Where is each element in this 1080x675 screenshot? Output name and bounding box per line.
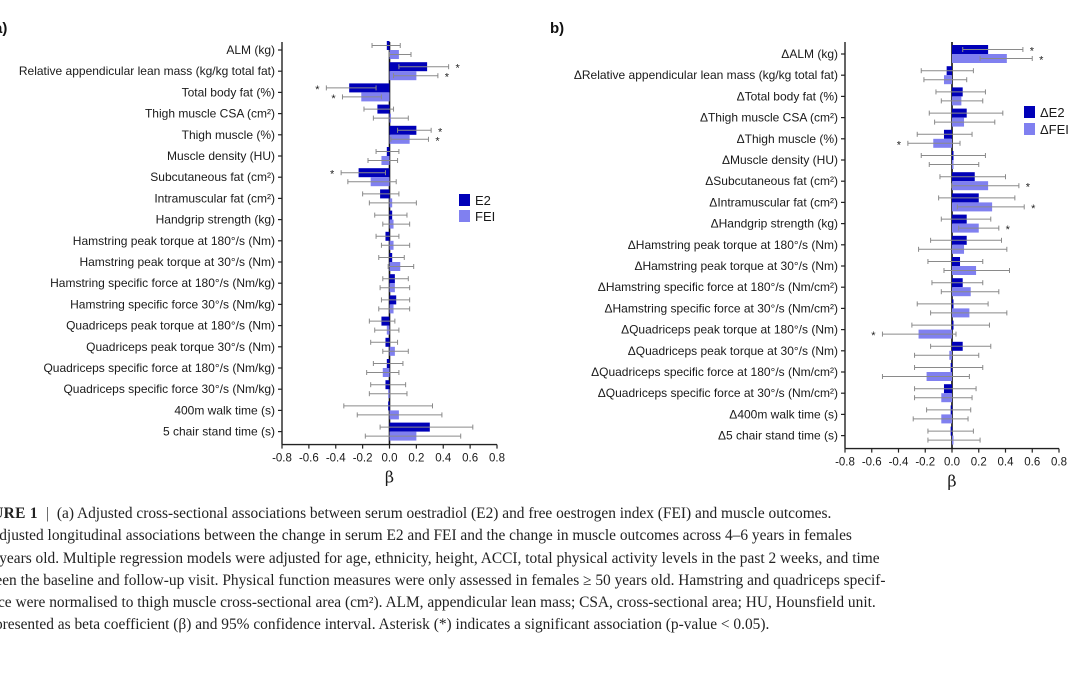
category-label: Relative appendicular lean mass (kg/kg t… — [19, 64, 275, 78]
caption-line-2: ) Adjusted longitudinal associations bet… — [0, 527, 852, 545]
category-label: ΔHamstring specific force at 30°/s (Nm/c… — [604, 301, 838, 315]
x-tick-label: -0.6 — [299, 453, 319, 465]
caption-text-1: (a) Adjusted cross-sectional association… — [56, 505, 832, 522]
category-label: Thigh muscle (%) — [182, 128, 275, 142]
category-label: ΔQuadriceps peak torque at 30°/s (Nm) — [628, 344, 838, 358]
significance-asterisk: * — [1006, 224, 1011, 236]
category-label: ALM (kg) — [226, 43, 275, 57]
category-label: Quadriceps peak torque 30°/s (Nm) — [86, 340, 275, 354]
bar-fei — [952, 54, 1007, 63]
significance-asterisk: * — [331, 93, 336, 105]
category-label: ΔHamstring peak torque at 180°/s (Nm) — [628, 238, 838, 252]
x-tick-label: 0.6 — [462, 453, 478, 465]
category-label: Δ400m walk time (s) — [729, 407, 838, 421]
x-tick-label: 0.8 — [489, 453, 505, 465]
category-label: Thigh muscle CSA (cm²) — [145, 107, 275, 121]
significance-asterisk: * — [330, 169, 335, 181]
x-axis-title: β — [947, 472, 956, 491]
x-tick-label: -0.2 — [353, 453, 373, 465]
x-tick-label: -0.8 — [272, 453, 292, 465]
caption-separator: | — [45, 505, 49, 522]
x-tick-label: 0.4 — [435, 453, 452, 465]
category-label: Hamstring peak torque at 30°/s (Nm) — [79, 255, 275, 269]
category-label: Subcutaneous fat (cm²) — [150, 170, 275, 184]
category-label: 5 chair stand time (s) — [163, 425, 275, 439]
significance-asterisk: * — [455, 63, 460, 75]
category-label: Δ5 chair stand time (s) — [718, 429, 838, 443]
category-label: ΔALM (kg) — [781, 47, 838, 61]
panel-letter: b) — [550, 20, 564, 37]
significance-asterisk: * — [445, 72, 450, 84]
caption-line-5: force were normalised to thigh muscle cr… — [0, 594, 876, 612]
figure-caption: GURE 1 | (a) Adjusted cross-sectional asso… — [0, 503, 1080, 637]
category-label: ΔHamstring specific force at 180°/s (Nm/… — [598, 280, 838, 294]
x-tick-label: 0.2 — [971, 457, 987, 469]
category-label: Hamstring peak torque at 180°/s (Nm) — [73, 234, 275, 248]
category-label: ΔTotal body fat (%) — [737, 89, 838, 103]
category-label: ΔQuadriceps specific force at 180°/s (Nm… — [591, 365, 838, 379]
x-tick-label: 0.0 — [382, 453, 398, 465]
category-label: ΔIntramuscular fat (cm²) — [709, 195, 838, 209]
panel-b: b) -0.8 -0.6 -0.4 -0.2 0.0 0.2 0.4 0.6 0.8 β ΔALM (… — [550, 20, 1069, 491]
category-label: Quadriceps specific force 30°/s (Nm/kg) — [63, 382, 275, 396]
x-tick-label: 0.2 — [408, 453, 424, 465]
category-label: ΔHandgrip strength (kg) — [711, 217, 838, 231]
category-label: 400m walk time (s) — [174, 403, 275, 417]
legend-swatch-e2 — [1024, 106, 1035, 118]
x-tick-label: -0.6 — [862, 457, 882, 469]
x-tick-label: -0.4 — [326, 453, 346, 465]
legend-label-fei: FEI — [475, 209, 495, 224]
x-tick-label: 0.4 — [998, 457, 1015, 469]
x-axis-title: β — [385, 468, 394, 487]
caption-line-6: ta presented as beta coefficient (β) and… — [0, 616, 770, 634]
legend-label-e2: ΔE2 — [1040, 105, 1065, 120]
figure-1-forest-plots: a) -0.8 -0.6 -0.4 -0.2 0.0 0.2 0.4 0.6 0.8 β ALM (k… — [0, 20, 1069, 491]
x-tick-label: 0.0 — [944, 457, 960, 469]
significance-asterisk: * — [1026, 182, 1031, 194]
legend-label-e2: E2 — [475, 193, 491, 208]
x-tick-label: 0.6 — [1024, 457, 1040, 469]
x-tick-label: -0.4 — [889, 457, 909, 469]
caption-line-3: 50 years old. Multiple regression models… — [0, 549, 880, 567]
significance-asterisk: * — [315, 84, 320, 96]
caption-line-4: tween the baseline and follow-up visit. … — [0, 571, 886, 589]
category-label: ΔRelative appendicular lean mass (kg/kg … — [574, 68, 838, 82]
category-label: Handgrip strength (kg) — [156, 213, 275, 227]
category-label: Hamstring specific force at 180°/s (Nm/k… — [50, 276, 275, 290]
legend-swatch-fei — [1024, 123, 1035, 135]
category-label: Muscle density (HU) — [167, 149, 275, 163]
category-label: ΔQuadriceps specific force at 30°/s (Nm/… — [598, 386, 838, 400]
caption-line-1: GURE 1 | (a) Adjusted cross-sectional asso… — [0, 503, 1080, 525]
category-label: ΔMuscle density (HU) — [722, 153, 838, 167]
legend-swatch-e2 — [459, 194, 470, 206]
significance-asterisk: * — [1031, 203, 1036, 215]
category-label: ΔHamstring peak torque at 30°/s (Nm) — [634, 259, 838, 273]
significance-asterisk: * — [438, 126, 443, 138]
category-label: Quadriceps specific force at 180°/s (Nm/… — [43, 361, 275, 375]
category-label: ΔThigh muscle CSA (cm²) — [700, 111, 838, 125]
category-label: Intramuscular fat (cm²) — [154, 191, 275, 205]
legend-swatch-fei — [459, 210, 470, 222]
significance-asterisk: * — [1030, 46, 1035, 58]
legend-label-fei: ΔFEI — [1040, 122, 1069, 137]
category-label: Hamstring specific force 30°/s (Nm/kg) — [70, 297, 275, 311]
x-tick-label: 0.8 — [1051, 457, 1067, 469]
category-label: ΔQuadriceps peak torque at 180°/s (Nm) — [621, 323, 838, 337]
category-label: Total body fat (%) — [182, 85, 275, 99]
x-tick-label: -0.2 — [915, 457, 935, 469]
category-label: ΔSubcutaneous fat (cm²) — [705, 174, 838, 188]
significance-asterisk: * — [1039, 55, 1044, 67]
category-label: ΔThigh muscle (%) — [737, 132, 838, 146]
panel-a: a) -0.8 -0.6 -0.4 -0.2 0.0 0.2 0.4 0.6 0.8 β ALM (k… — [0, 20, 505, 487]
caption-figure-label: GURE 1 — [0, 505, 38, 522]
category-label: Quadriceps peak torque at 180°/s (Nm) — [66, 319, 275, 333]
panel-letter: a) — [0, 20, 7, 37]
significance-asterisk: * — [871, 330, 876, 342]
x-tick-label: -0.8 — [835, 457, 855, 469]
significance-asterisk: * — [435, 135, 440, 147]
significance-asterisk: * — [897, 139, 902, 151]
